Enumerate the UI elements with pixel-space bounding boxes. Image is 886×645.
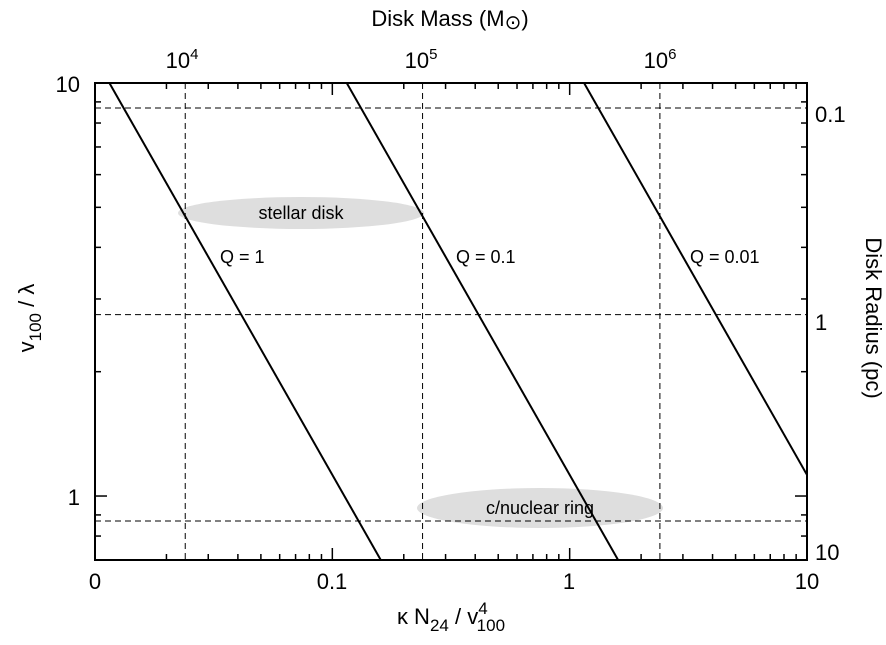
top-tick-label-1e5: 105 bbox=[405, 46, 438, 73]
stellar-disk-region bbox=[178, 197, 424, 229]
x-tick-label-1: 0.1 bbox=[317, 569, 348, 594]
right-tick-label-1: 1 bbox=[815, 310, 827, 335]
top-axis-title: Disk Mass (M⊙) bbox=[371, 6, 528, 34]
series-lines bbox=[108, 83, 807, 560]
series-label-q1: Q = 1 bbox=[220, 247, 265, 267]
x-axis-title: κ N24 / v4 100 bbox=[397, 599, 505, 635]
x-tick-label-2: 1 bbox=[563, 569, 575, 594]
nuclear-ring-region bbox=[417, 488, 663, 528]
right-tick-label-01: 0.1 bbox=[815, 102, 846, 127]
right-tick-label-10: 10 bbox=[815, 540, 839, 565]
axis-ticks bbox=[94, 82, 808, 561]
series-label-q01: Q = 0.1 bbox=[456, 247, 516, 267]
stellar-disk-label: stellar disk bbox=[258, 203, 344, 223]
y-tick-label-1: 1 bbox=[68, 485, 80, 510]
nuclear-ring-label: c/nuclear ring bbox=[486, 498, 594, 518]
right-axis-title: Disk Radius (pc) bbox=[861, 237, 886, 398]
y-tick-label-10: 10 bbox=[56, 72, 80, 97]
top-tick-label-1e4: 104 bbox=[166, 46, 199, 73]
top-tick-label-1e6: 106 bbox=[644, 46, 677, 73]
series-line-0 bbox=[108, 83, 382, 560]
reference-lines bbox=[95, 83, 807, 560]
series-line-1 bbox=[345, 83, 619, 560]
x-tick-label-0: 0 bbox=[89, 569, 101, 594]
plot-frame bbox=[94, 82, 808, 561]
y-axis-title: v100 / λ bbox=[14, 284, 45, 353]
series-line-2 bbox=[583, 83, 807, 477]
x-tick-label-3: 10 bbox=[795, 569, 819, 594]
series-label-q001: Q = 0.01 bbox=[690, 247, 760, 267]
